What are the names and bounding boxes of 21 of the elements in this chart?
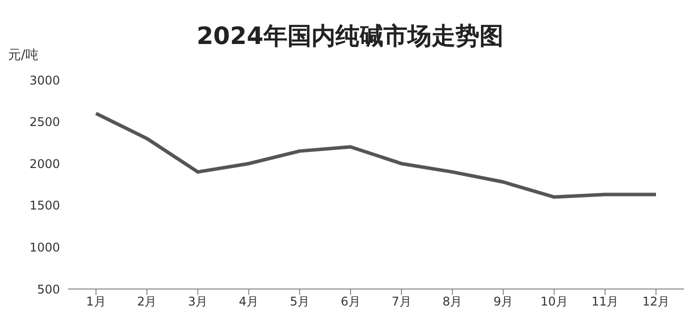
y-axis-title: 元/吨	[8, 47, 38, 64]
y-tick-label: 500	[37, 282, 60, 296]
x-tick-label: 2月	[137, 294, 157, 309]
x-tick-label: 10月	[540, 294, 568, 309]
x-tick-label: 4月	[238, 294, 259, 309]
x-tick-label: 12月	[642, 294, 670, 309]
x-tick-label: 9月	[493, 294, 514, 309]
x-tick-label: 8月	[442, 294, 462, 309]
y-tick-label: 1500	[29, 198, 60, 213]
x-tick-label: 3月	[188, 294, 208, 309]
x-tick-label: 7月	[392, 294, 412, 309]
line-series	[94, 112, 658, 199]
y-tick-label: 2000	[29, 156, 60, 171]
y-tick-label: 2500	[29, 115, 60, 130]
x-tick-label: 5月	[290, 294, 310, 309]
x-tick-label: 11月	[591, 294, 619, 309]
chart-title: 2024年国内纯碱市场走势图	[196, 22, 504, 50]
y-tick-label: 3000	[29, 73, 60, 88]
x-tick-label: 6月	[340, 294, 360, 309]
y-tick-label: 1000	[29, 240, 60, 254]
x-tick-label: 1月	[86, 294, 106, 309]
